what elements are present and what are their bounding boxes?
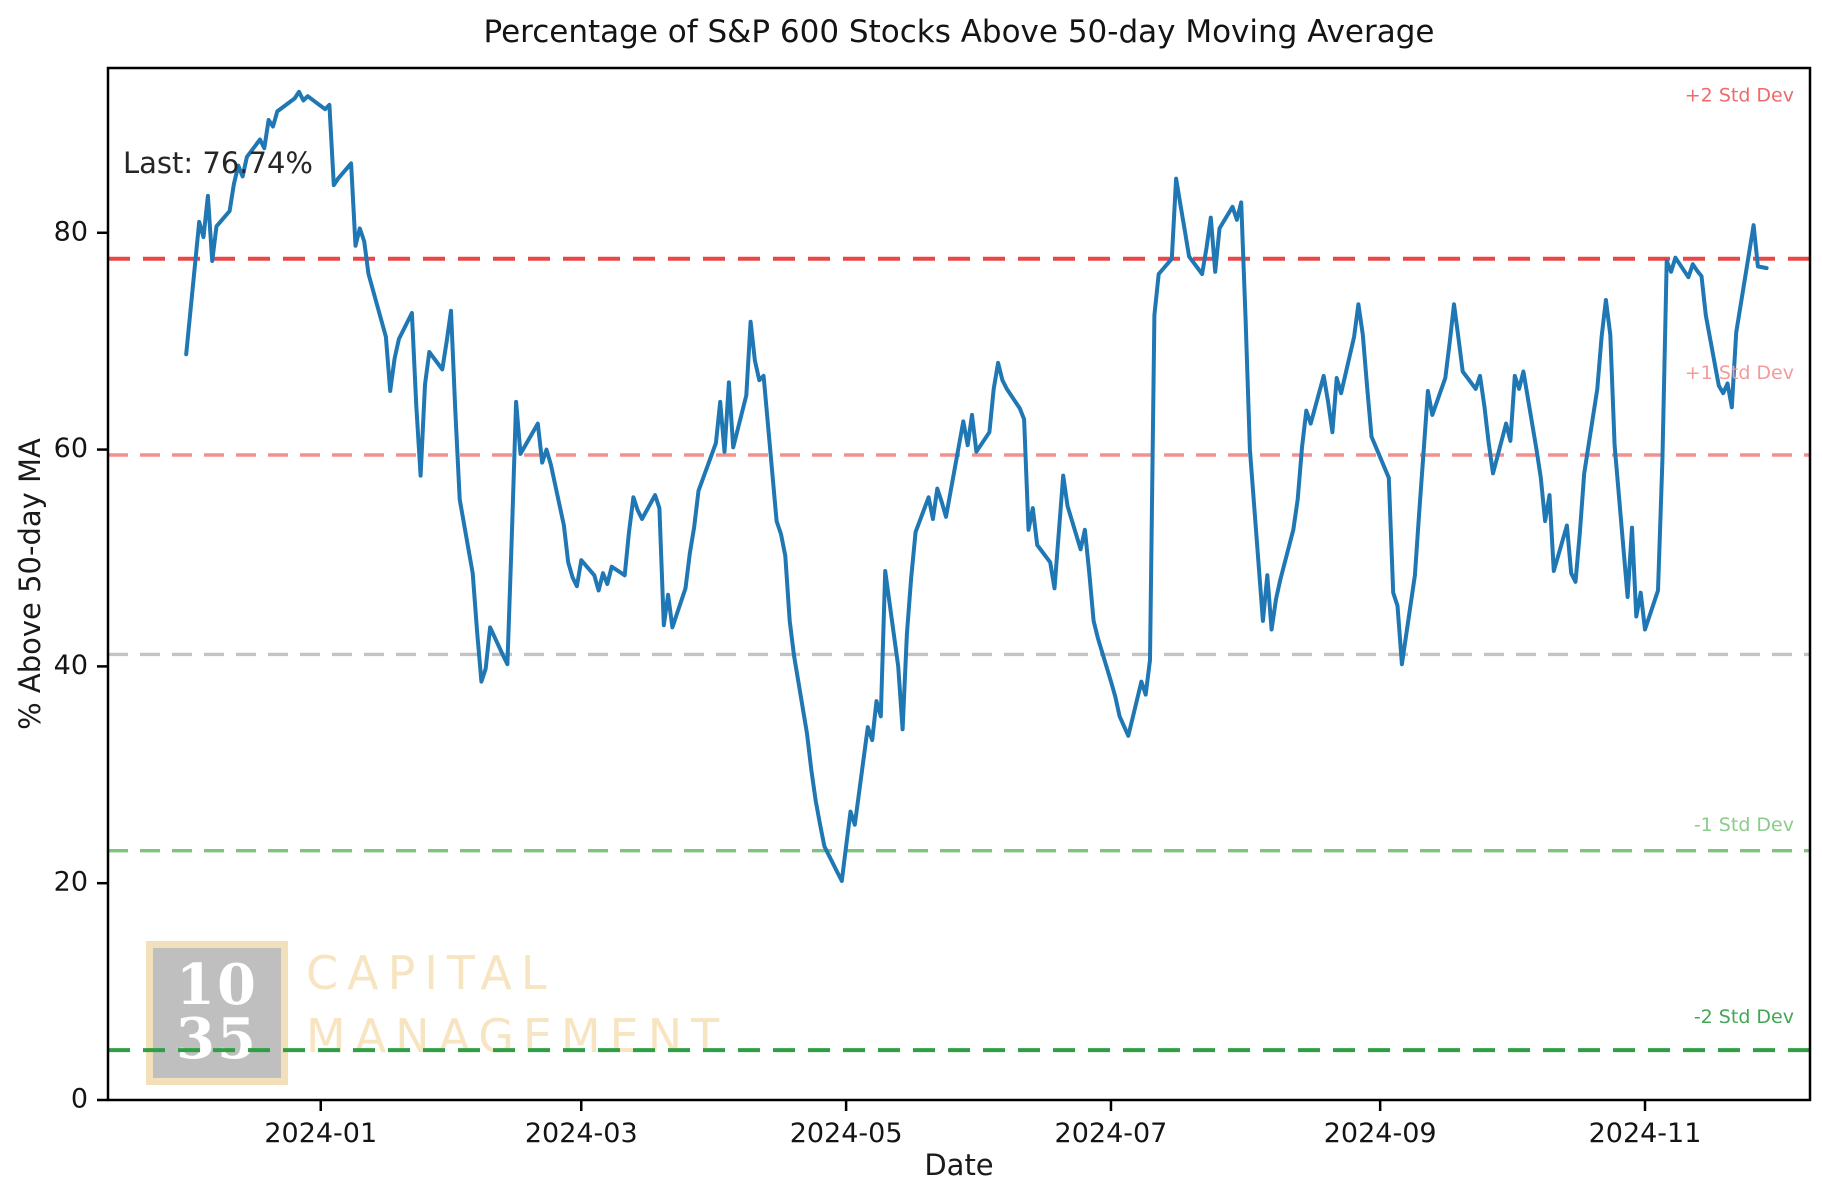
plot-border (106, 66, 1812, 1102)
ref-line-label: -1 Std Dev (1694, 814, 1794, 836)
y-tick-label: 20 (54, 867, 88, 898)
logo-number-bottom: 35 (176, 1006, 258, 1072)
logo-word-capital: CAPITAL (306, 945, 556, 1000)
series-line (184, 89, 1769, 883)
x-tick-label: 2024-07 (1055, 1118, 1168, 1149)
y-tick-label: 60 (54, 433, 88, 464)
data-series (184, 89, 1769, 883)
chart-title: Percentage of S&P 600 Stocks Above 50-da… (483, 14, 1435, 50)
std-dev-lines (108, 256, 1810, 1053)
std-dev-labels: +2 Std Dev +1 Std Dev -1 Std Dev -2 Std Dev (1685, 85, 1794, 1028)
x-tick-label: 2024-01 (264, 1118, 377, 1149)
last-value-annotation: Last: 76.74% (123, 146, 313, 180)
x-tick-label: 2024-09 (1324, 1118, 1437, 1149)
y-axis-label: % Above 50-day MA (13, 438, 47, 730)
logo-box: 10 35 (146, 941, 288, 1085)
y-tick-label: 40 (54, 650, 88, 681)
logo-watermark: 10 35 CAPITAL MANAGEMENT (146, 941, 728, 1085)
ref-line-label: +2 Std Dev (1685, 85, 1794, 107)
ref-line-label: -2 Std Dev (1694, 1006, 1794, 1028)
x-tick-label: 2024-11 (1589, 1118, 1702, 1149)
x-axis-label: Date (924, 1148, 994, 1182)
y-tick-label: 80 (54, 216, 88, 247)
x-tick-label: 2024-03 (525, 1118, 638, 1149)
axes: 0 20 40 60 80 2024-01 2024-03 2024-05 2024-07 202… (54, 66, 1812, 1149)
y-tick-label: 0 (71, 1084, 88, 1115)
ref-line-label: +1 Std Dev (1685, 362, 1794, 384)
x-tick-label: 2024-05 (790, 1118, 903, 1149)
logo-number-top: 10 (176, 952, 258, 1019)
